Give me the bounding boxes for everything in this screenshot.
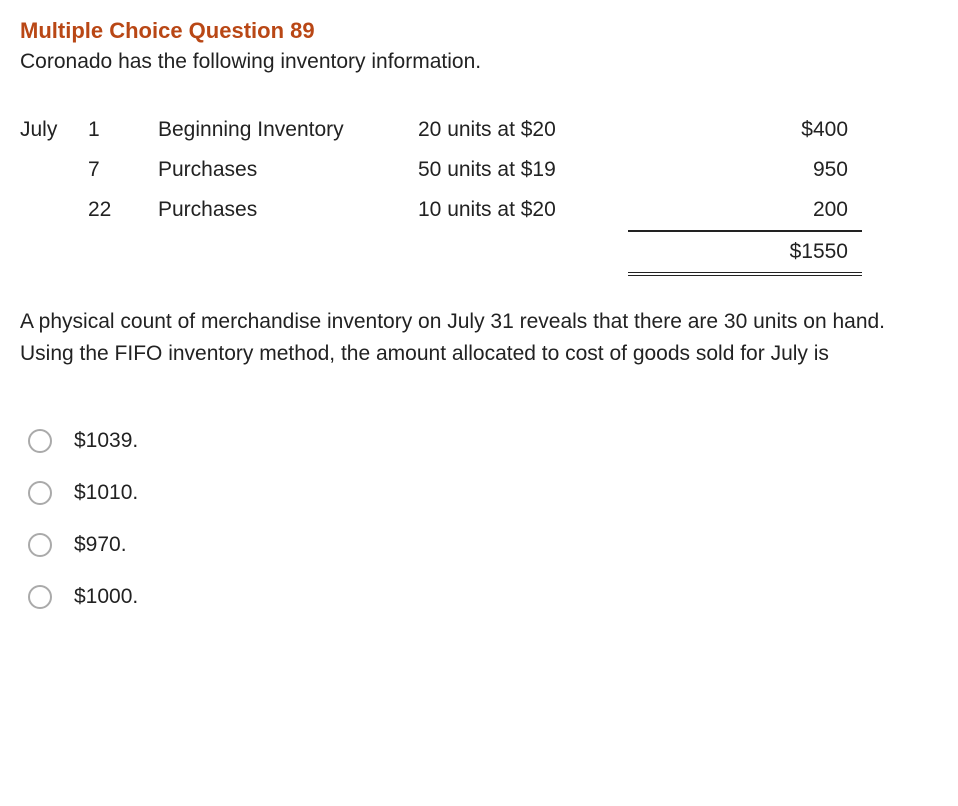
day-cell: 7 bbox=[88, 150, 158, 190]
units-cell: 50 units at $19 bbox=[418, 150, 628, 190]
table-row-total: $1550 bbox=[20, 231, 862, 274]
day-cell: 22 bbox=[88, 190, 158, 231]
amount-cell: 200 bbox=[628, 190, 862, 231]
option-c[interactable]: $970. bbox=[28, 533, 938, 557]
option-label: $1000. bbox=[74, 585, 138, 609]
desc-cell: Purchases bbox=[158, 150, 418, 190]
question-intro: Coronado has the following inventory inf… bbox=[20, 50, 938, 74]
option-label: $970. bbox=[74, 533, 127, 557]
option-label: $1010. bbox=[74, 481, 138, 505]
amount-cell: 950 bbox=[628, 150, 862, 190]
option-label: $1039. bbox=[74, 429, 138, 453]
total-cell: $1550 bbox=[628, 231, 862, 274]
radio-icon bbox=[28, 585, 52, 609]
table-row: July 1 Beginning Inventory 20 units at $… bbox=[20, 110, 862, 150]
month-cell: July bbox=[20, 110, 88, 150]
desc-cell: Purchases bbox=[158, 190, 418, 231]
amount-cell: $400 bbox=[628, 110, 862, 150]
day-cell: 1 bbox=[88, 110, 158, 150]
units-cell: 10 units at $20 bbox=[418, 190, 628, 231]
option-b[interactable]: $1010. bbox=[28, 481, 938, 505]
month-cell bbox=[20, 190, 88, 231]
inventory-table: July 1 Beginning Inventory 20 units at $… bbox=[20, 110, 862, 276]
month-cell bbox=[20, 150, 88, 190]
desc-cell: Beginning Inventory bbox=[158, 110, 418, 150]
table-row: 7 Purchases 50 units at $19 950 bbox=[20, 150, 862, 190]
radio-icon bbox=[28, 533, 52, 557]
options-group: $1039. $1010. $970. $1000. bbox=[20, 429, 938, 609]
option-a[interactable]: $1039. bbox=[28, 429, 938, 453]
units-cell: 20 units at $20 bbox=[418, 110, 628, 150]
radio-icon bbox=[28, 481, 52, 505]
table-row: 22 Purchases 10 units at $20 200 bbox=[20, 190, 862, 231]
question-text: A physical count of merchandise inventor… bbox=[20, 306, 938, 369]
option-d[interactable]: $1000. bbox=[28, 585, 938, 609]
radio-icon bbox=[28, 429, 52, 453]
question-title: Multiple Choice Question 89 bbox=[20, 18, 938, 44]
